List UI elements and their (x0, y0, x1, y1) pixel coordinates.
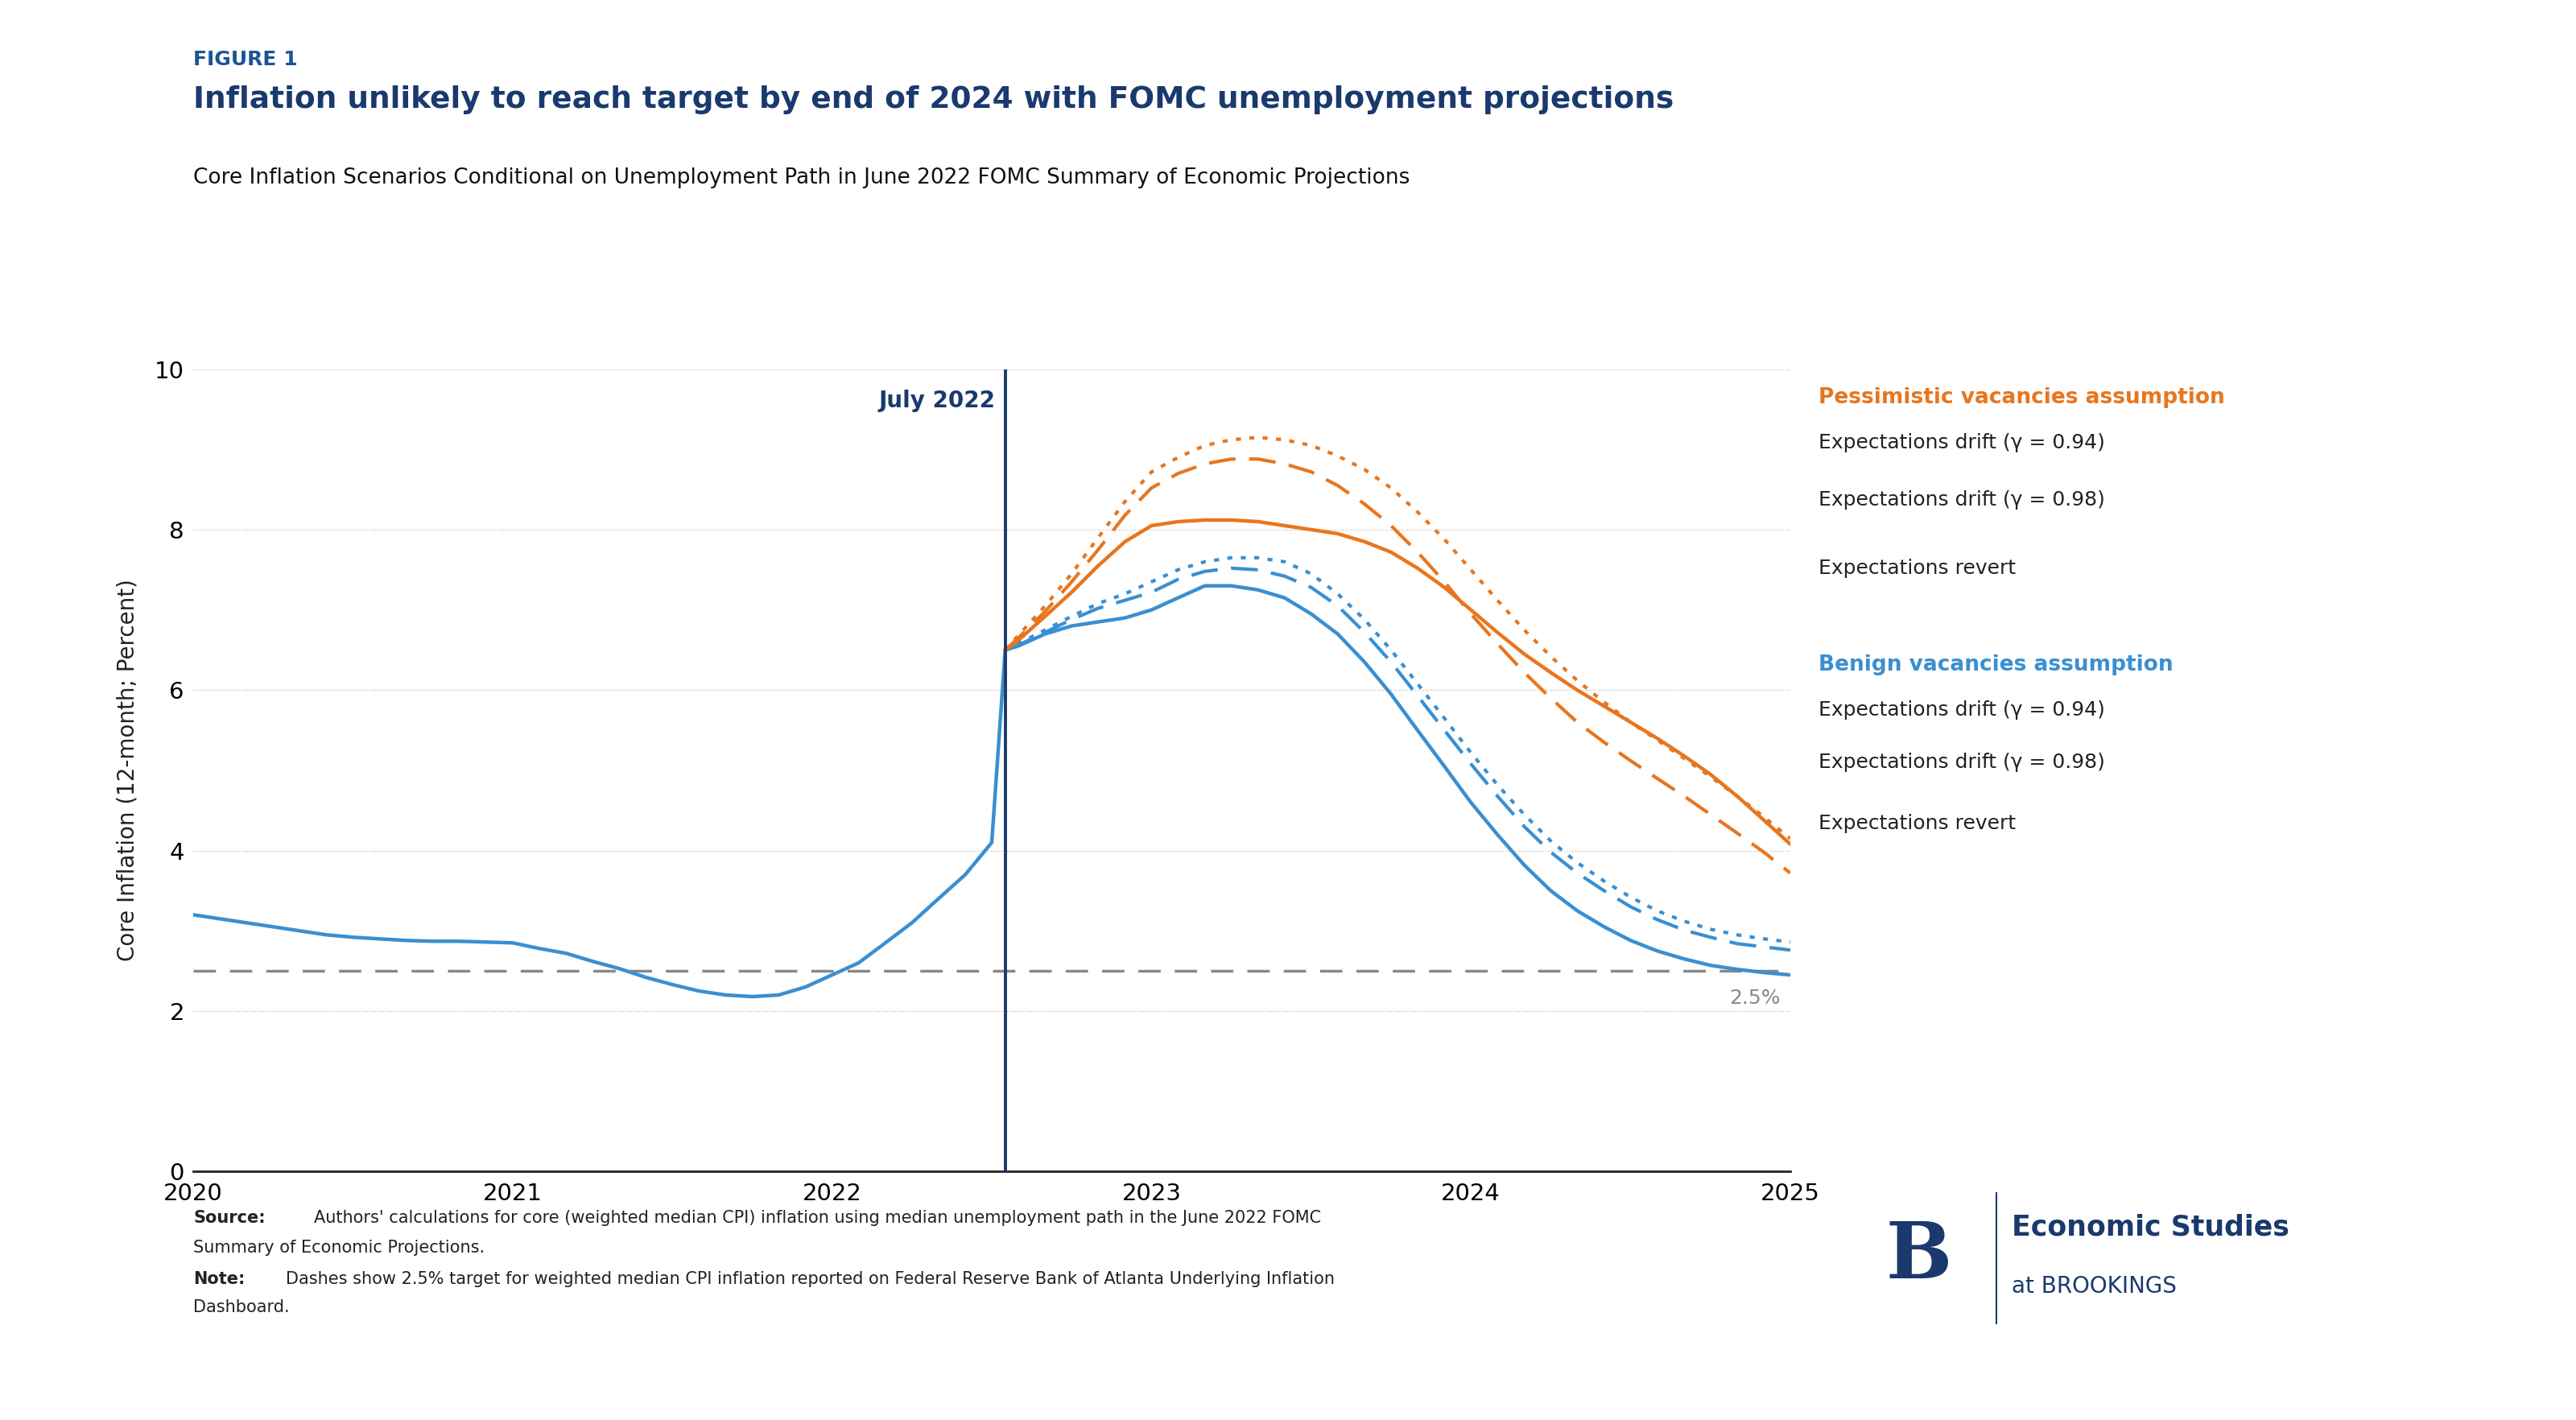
Text: B: B (1886, 1218, 1953, 1295)
Text: July 2022: July 2022 (878, 389, 994, 412)
Text: Dashes show 2.5% target for weighted median CPI inflation reported on Federal Re: Dashes show 2.5% target for weighted med… (286, 1271, 1334, 1287)
Text: Note:: Note: (193, 1271, 245, 1287)
Text: Benign vacancies assumption: Benign vacancies assumption (1819, 655, 2174, 674)
Text: Authors' calculations for core (weighted median CPI) inflation using median unem: Authors' calculations for core (weighted… (314, 1210, 1321, 1225)
Text: Source:: Source: (193, 1210, 265, 1225)
Text: Pessimistic vacancies assumption: Pessimistic vacancies assumption (1819, 388, 2226, 408)
Y-axis label: Core Inflation (12-month; Percent): Core Inflation (12-month; Percent) (116, 579, 139, 961)
Text: Dashboard.: Dashboard. (193, 1299, 289, 1315)
Text: Inflation unlikely to reach target by end of 2024 with FOMC unemployment project: Inflation unlikely to reach target by en… (193, 85, 1674, 114)
Text: Expectations drift (γ = 0.98): Expectations drift (γ = 0.98) (1819, 490, 2105, 510)
Text: Summary of Economic Projections.: Summary of Economic Projections. (193, 1240, 484, 1255)
Text: Expectations drift (γ = 0.98): Expectations drift (γ = 0.98) (1819, 753, 2105, 772)
Text: at BROOKINGS: at BROOKINGS (2012, 1275, 2177, 1298)
Text: Expectations drift (γ = 0.94): Expectations drift (γ = 0.94) (1819, 433, 2105, 453)
Text: Expectations revert: Expectations revert (1819, 558, 2017, 578)
Text: Core Inflation Scenarios Conditional on Unemployment Path in June 2022 FOMC Summ: Core Inflation Scenarios Conditional on … (193, 168, 1409, 189)
Text: Economic Studies: Economic Studies (2012, 1213, 2290, 1241)
Text: Expectations drift (γ = 0.94): Expectations drift (γ = 0.94) (1819, 700, 2105, 720)
Text: 2.5%: 2.5% (1728, 988, 1780, 1008)
Text: Expectations revert: Expectations revert (1819, 814, 2017, 834)
Text: FIGURE 1: FIGURE 1 (193, 50, 299, 70)
